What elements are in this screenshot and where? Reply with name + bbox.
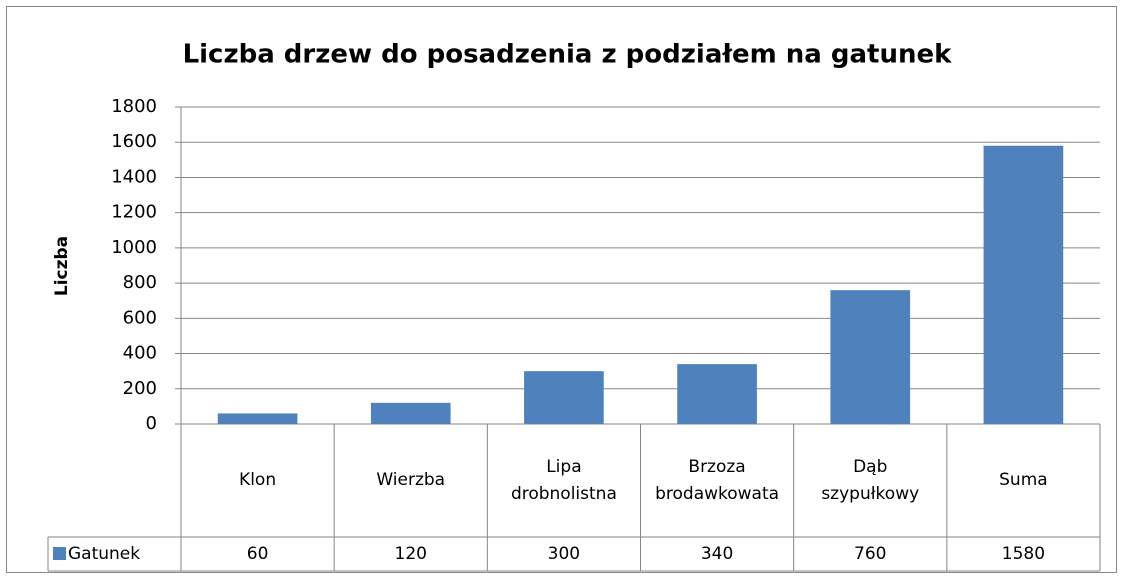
y-tick-label: 800 — [123, 272, 157, 293]
y-tick-label: 1600 — [111, 131, 157, 152]
legend-label: Gatunek — [68, 543, 141, 564]
bar — [677, 364, 757, 424]
y-tick-label: 1400 — [111, 166, 157, 187]
bar — [983, 145, 1064, 424]
x-tick-label: Dąb szypułkowy — [821, 456, 920, 504]
x-tick-label: Brzoza brodawkowata — [655, 456, 780, 504]
x-tick-label: Lipa drobnolistna — [510, 456, 617, 504]
bar — [370, 402, 451, 424]
bar — [830, 290, 911, 424]
table-value: 120 — [394, 543, 427, 564]
table-value: 1580 — [1001, 543, 1046, 564]
table-value: 760 — [854, 543, 887, 564]
legend-swatch — [53, 547, 66, 560]
y-tick-label: 600 — [123, 307, 157, 328]
chart-title: Liczba drzew do posadzenia z podziałem n… — [183, 40, 953, 70]
y-tick-label: 1800 — [111, 96, 157, 117]
y-axis-label: Liczba — [52, 236, 72, 296]
table-value: 340 — [700, 543, 734, 564]
table-value: 60 — [246, 543, 269, 564]
x-tick-label: Suma — [999, 470, 1048, 490]
y-tick-label: 400 — [123, 343, 157, 364]
x-tick-label: Klon — [239, 470, 277, 490]
bar — [524, 371, 604, 424]
y-tick-label: 1200 — [111, 202, 157, 223]
chart-border — [6, 6, 1117, 573]
y-tick-label: 0 — [146, 413, 157, 434]
table-value: 300 — [547, 543, 581, 564]
bar — [217, 413, 298, 424]
y-tick-label: 200 — [123, 378, 157, 399]
x-tick-label: Wierzba — [376, 470, 446, 490]
y-tick-label: 1000 — [111, 237, 157, 258]
